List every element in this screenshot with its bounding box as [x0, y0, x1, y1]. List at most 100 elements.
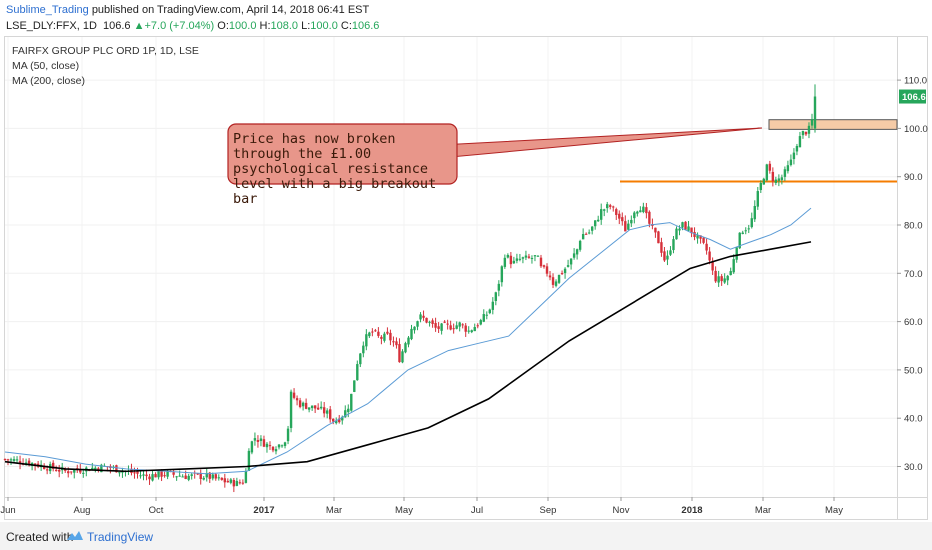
candle-body	[545, 266, 549, 274]
candle-body	[163, 475, 166, 477]
candle-body	[392, 341, 395, 343]
high-label: H:	[259, 20, 271, 32]
candle-body	[310, 405, 314, 409]
candle-body	[205, 472, 208, 478]
candle-body	[371, 331, 374, 333]
candle-body	[431, 320, 434, 324]
candle-body	[250, 441, 254, 453]
candle-body	[377, 331, 380, 336]
candle-body	[319, 406, 323, 409]
candle-body	[500, 266, 504, 283]
candle-body	[533, 255, 537, 257]
candle-body	[606, 204, 609, 209]
last-price-tag-label: 106.6	[902, 92, 926, 103]
candle-body	[6, 459, 10, 461]
candle-body	[268, 445, 272, 447]
candle-body	[578, 240, 582, 250]
candle-body	[45, 469, 49, 471]
candle-body	[639, 210, 642, 213]
candle-body	[214, 474, 217, 479]
grid-lines	[5, 37, 897, 497]
candle-body	[780, 177, 784, 180]
candle-body	[160, 470, 163, 477]
candle-body	[645, 207, 648, 214]
candle-body	[548, 275, 552, 278]
candle-body	[581, 233, 585, 240]
candle-body	[416, 321, 419, 327]
candle-body	[497, 283, 501, 291]
candle-body	[115, 465, 118, 473]
y-tick-label: 80.0	[904, 221, 923, 232]
candle-body	[325, 410, 329, 414]
candle-body	[572, 253, 576, 258]
candle-body	[482, 314, 485, 322]
candle-body	[669, 250, 672, 255]
candle-body	[404, 343, 407, 353]
y-tick-label: 60.0	[904, 317, 923, 328]
candle-body	[229, 479, 233, 483]
x-tick-label: 2017	[253, 505, 274, 516]
candle-body	[753, 205, 756, 220]
chart-frame[interactable]	[4, 36, 928, 520]
candle-body	[139, 475, 142, 477]
footer-brand[interactable]: TradingView	[87, 530, 154, 544]
footer-created: Created with	[6, 530, 74, 544]
candle-body	[301, 402, 305, 407]
candle-body	[470, 330, 473, 333]
candle-body	[265, 443, 269, 448]
candle-body	[271, 446, 275, 451]
candle-body	[593, 220, 597, 227]
x-tick-label: May	[395, 505, 413, 516]
y-tick-label: 70.0	[904, 269, 923, 280]
candle-body	[196, 473, 199, 475]
candle-body	[663, 251, 666, 261]
x-tick-label: Jun	[0, 505, 15, 516]
candle-body	[289, 391, 293, 428]
candle-body	[569, 258, 573, 265]
candle-body	[624, 221, 627, 232]
y-tick-label: 30.0	[904, 462, 923, 473]
candle-body	[503, 257, 507, 267]
candle-body	[73, 469, 76, 473]
candle-body	[437, 326, 440, 329]
candle-body	[359, 353, 362, 365]
candle-body	[696, 235, 699, 239]
ma50-line	[4, 207, 812, 475]
candle-body	[566, 265, 570, 267]
candle-body	[678, 228, 681, 231]
candle-body	[27, 460, 31, 466]
candle-body	[211, 474, 214, 479]
candle-body	[262, 439, 266, 447]
candle-body	[413, 326, 416, 331]
candle-body	[807, 125, 811, 134]
candle-body	[286, 428, 290, 442]
candle-body	[148, 476, 151, 480]
author-link[interactable]: Sublime_Trading	[6, 4, 89, 16]
resistance-zone-box	[768, 119, 898, 130]
candle-body	[389, 332, 392, 341]
last-price: 106.6	[103, 20, 131, 32]
ohlc-line: LSE_DLY:FFX, 1D 106.6 ▲+7.0 (+7.04%) O:1…	[6, 20, 379, 32]
candle-body	[350, 393, 353, 411]
candle-body	[521, 257, 525, 259]
callout-box	[227, 123, 458, 185]
candle-body	[789, 159, 793, 166]
candle-body	[542, 265, 546, 267]
chart-header: Sublime_Trading published on TradingView…	[0, 0, 932, 36]
candle-body	[151, 474, 154, 481]
candle-body	[145, 474, 148, 477]
candle-body	[744, 230, 747, 232]
candle-body	[464, 325, 467, 332]
candle-body	[774, 179, 778, 183]
candle-body	[804, 131, 808, 135]
candle-body	[172, 472, 175, 475]
candle-body	[94, 467, 97, 470]
candle-body	[687, 226, 690, 231]
candle-body	[157, 471, 160, 478]
open-value: 100.0	[228, 20, 257, 32]
candle-body	[575, 249, 579, 255]
candle-body	[615, 209, 618, 215]
candle-body	[524, 255, 528, 258]
candle-body	[536, 255, 540, 257]
